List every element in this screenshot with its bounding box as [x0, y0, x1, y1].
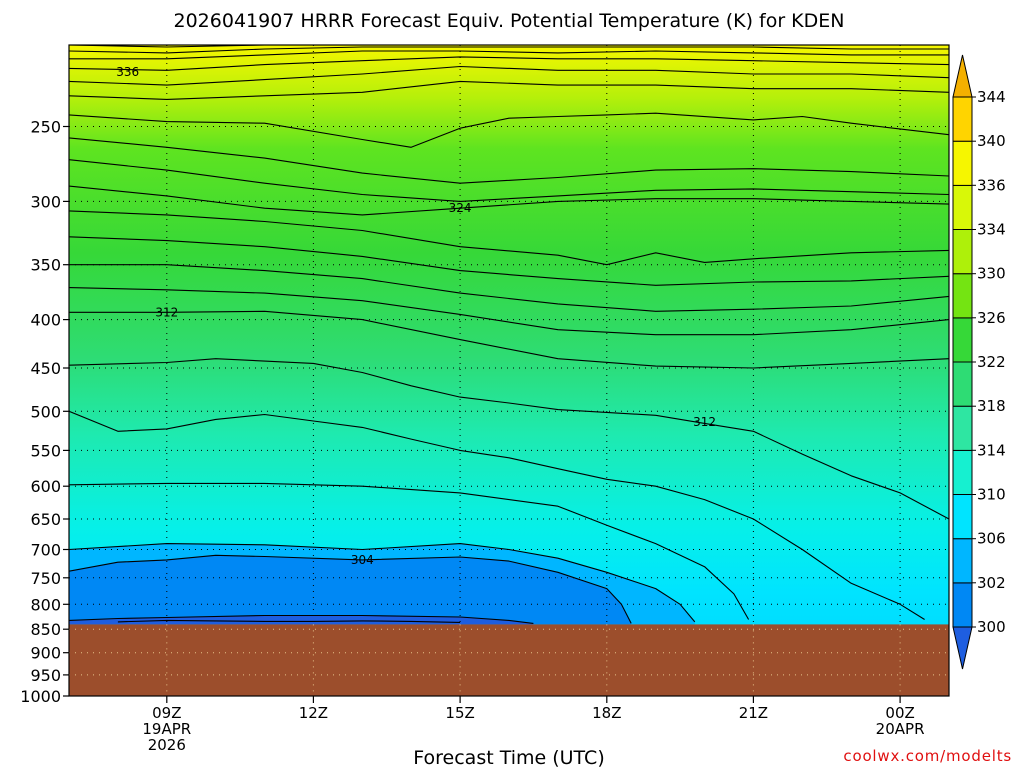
colorbar-segment: [952, 140, 973, 186]
y-tick-label-550: 550: [30, 441, 61, 460]
contour-label-text: 312: [693, 415, 716, 429]
plot-area: 336 324 312 312 304: [69, 45, 949, 696]
contour-316: [69, 287, 949, 336]
y-tick-label-400: 400: [30, 311, 61, 330]
contour-314: [69, 310, 949, 369]
contour-labels: 336 324 312 312 304: [116, 65, 716, 567]
colorbar-segment: [952, 273, 973, 319]
contour-300: [117, 619, 461, 623]
contour-label-text: 336: [116, 65, 139, 79]
contour-label-336: 336: [116, 65, 139, 79]
contour-336: [69, 56, 949, 71]
x-axis-label: Forecast Time (UTC): [413, 747, 604, 768]
contour-340: [69, 46, 949, 54]
contour-label-text: 312: [155, 305, 178, 319]
colorbar-label-314: 314: [977, 441, 1006, 459]
fill-region-302: [69, 615, 534, 625]
contour-label-304: 304: [351, 553, 374, 567]
colorbar-label-330: 330: [977, 265, 1006, 283]
contour-322: [69, 210, 949, 266]
colorbar-label-302: 302: [977, 574, 1006, 592]
colorbar-label-334: 334: [977, 221, 1006, 239]
colorbar-label-344: 344: [977, 88, 1006, 106]
y-tick-label-350: 350: [30, 256, 61, 275]
colorbar-high-arrow: [952, 54, 973, 98]
colorbar-low-arrow: [952, 626, 973, 670]
colorbar-segment: [952, 538, 973, 584]
contour-320: [69, 236, 949, 286]
colorbar: 300 302 306 310 314 318 322 326 330 334 336 340 344: [952, 54, 1006, 670]
y-tick-label-850: 850: [30, 620, 61, 639]
contour-332: [69, 80, 949, 100]
contour-310: [69, 410, 925, 620]
colorbar-label-310: 310: [977, 486, 1006, 504]
colorbar-label-306: 306: [977, 530, 1006, 548]
x-tick-label-19APR: 19APR: [142, 720, 191, 738]
x-tick-label-09Z: 09Z: [152, 704, 181, 722]
colorbar-label-340: 340: [977, 132, 1006, 150]
x-tick-label-18Z: 18Z: [592, 704, 621, 722]
x-tick-label-21Z: 21Z: [739, 704, 768, 722]
y-tick-label-500: 500: [30, 402, 61, 421]
fill-region-304: [69, 555, 632, 625]
y-tick-label-300: 300: [30, 192, 61, 211]
colorbar-segment: [952, 405, 973, 451]
grid-lines: [69, 45, 949, 625]
x-tick-label-12Z: 12Z: [299, 704, 328, 722]
colorbar-segment: [952, 494, 973, 540]
contour-330: [69, 112, 949, 148]
y-tick-label-700: 700: [30, 541, 61, 560]
contour-312: [69, 358, 949, 520]
x-tick-label-2026: 2026: [148, 736, 186, 754]
contour-308: [69, 482, 750, 620]
contour-label-324: 324: [449, 201, 472, 215]
terrain-below-ground: [69, 624, 949, 696]
y-tick-label-750: 750: [30, 569, 61, 588]
colorbar-segment: [952, 582, 973, 628]
x-tick-label-15Z: 15Z: [445, 704, 474, 722]
contour-label-text: 304: [351, 553, 374, 567]
colorbar-segment: [952, 317, 973, 363]
y-tick-label-600: 600: [30, 477, 61, 496]
contour-302: [69, 614, 534, 624]
y-tick-label-900: 900: [30, 644, 61, 663]
contour-306: [69, 543, 696, 623]
y-tick-label-450: 450: [30, 359, 61, 378]
contour-324: [69, 185, 949, 216]
contour-label-312: 312: [693, 415, 716, 429]
contour-326: [69, 159, 949, 202]
credit-link[interactable]: coolwx.com/modelts: [843, 747, 1012, 765]
contour-328: [69, 137, 949, 184]
y-tick-label-800: 800: [30, 595, 61, 614]
x-tick-label-00Z: 00Z: [885, 704, 914, 722]
x-tick-label-20APR: 20APR: [876, 720, 925, 738]
contour-342: [69, 45, 949, 48]
colorbar-segment: [952, 229, 973, 275]
y-tick-label-950: 950: [30, 666, 61, 685]
colorbar-segment: [952, 449, 973, 495]
contour-318: [69, 264, 949, 312]
colorbar-segment: [952, 96, 973, 142]
pressure-axis: 250 300 350 400 450 500 550 600 650 700 750 800 850 9…: [20, 118, 69, 706]
contour-338: [69, 50, 949, 60]
colorbar-segment: [952, 361, 973, 407]
colorbar-label-336: 336: [977, 176, 1006, 194]
colorbar-label-326: 326: [977, 309, 1006, 327]
chart-title: 2026041907 HRRR Forecast Equiv. Potentia…: [174, 10, 845, 32]
colorbar-label-300: 300: [977, 618, 1006, 636]
plot-frame: [68, 44, 950, 697]
y-tick-label-250: 250: [30, 118, 61, 137]
contour-334: [69, 65, 949, 86]
colorbar-label-322: 322: [977, 353, 1006, 371]
colorbar-segment: [952, 184, 973, 231]
contour-label-text: 324: [449, 201, 472, 215]
y-tick-label-1000: 1000: [20, 687, 61, 706]
colorbar-label-318: 318: [977, 397, 1006, 415]
contour-lines: [69, 45, 949, 624]
contour-label-312: 312: [155, 305, 178, 319]
y-tick-label-650: 650: [30, 510, 61, 529]
contour-304: [69, 554, 632, 624]
